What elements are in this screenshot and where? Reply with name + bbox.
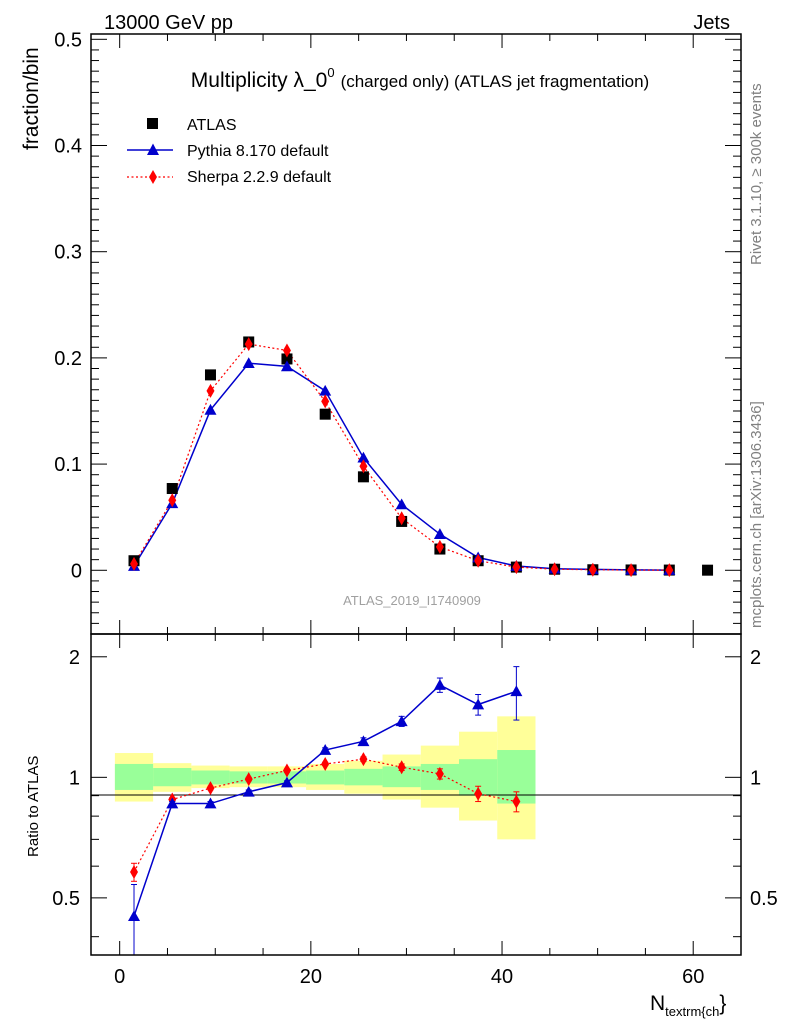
sherpa-point (397, 511, 406, 526)
legend-marker-pythia (147, 143, 159, 155)
ratio-y-tick-label: 0.5 (52, 888, 80, 910)
chart-title: Multiplicity λ_00 (charged only) (ATLAS j… (191, 65, 649, 92)
pythia-ratio-point (204, 797, 217, 809)
sherpa-point (474, 553, 483, 568)
sherpa-ratio-point (435, 766, 444, 781)
ratio-y-axis-label: Ratio to ATLAS (25, 756, 42, 857)
sherpa-ratio-point (512, 794, 521, 809)
pythia-ratio-point (395, 715, 408, 727)
ratio-panel: 0 20 40 60 0.5 0.5 1 1 2 2 Ratio to ATLAS Ntextrm… (25, 633, 778, 1019)
sherpa-ratio-point (397, 760, 406, 775)
pythia-point (204, 403, 217, 415)
ratio-y-tick-label: 1 (69, 767, 80, 789)
pythia-point (319, 384, 332, 396)
analysis-watermark: ATLAS_2019_I1740909 (343, 593, 481, 608)
ratio-y-tick-label-right: 1 (750, 767, 761, 789)
sherpa-point (168, 493, 177, 508)
pythia-ratio-point (166, 797, 179, 809)
sherpa-point (627, 563, 636, 578)
pythia-point (280, 360, 293, 372)
ratio-axis-ticks: 0 20 40 60 0.5 0.5 1 1 2 2 (52, 634, 778, 988)
x-tick-label: 40 (491, 966, 513, 988)
sherpa-point (282, 343, 291, 358)
sherpa-ratio-point (206, 781, 215, 796)
y-axis-label: fraction/bin (20, 47, 43, 150)
ratio-stat-band (344, 768, 383, 786)
main-y-tick-label: 0.3 (54, 242, 82, 264)
sherpa-ratio-point (474, 786, 483, 801)
pythia-ratio-point (357, 735, 370, 747)
legend-marker-sherpa (149, 170, 157, 184)
ratio-series (128, 666, 523, 956)
pythia-ratio-point (128, 910, 141, 921)
pythia-ratio-point (319, 744, 332, 755)
atlas-point (204, 369, 216, 381)
pythia-point (357, 451, 370, 463)
pythia-ratio-point (433, 679, 446, 690)
pythia-point (395, 498, 408, 510)
sherpa-point (435, 539, 444, 554)
pythia-ratio-point (242, 785, 255, 797)
main-y-tick-label: 0 (71, 560, 82, 582)
atlas-point (166, 483, 178, 495)
legend-marker-atlas (147, 118, 158, 129)
sherpa-point (512, 560, 521, 575)
ratio-y-tick-label-right: 2 (750, 647, 761, 669)
ratio-uncertainty-bands (114, 716, 536, 840)
ratio-stat-band (382, 766, 421, 788)
sherpa-point (130, 556, 139, 571)
ratio-y-tick-label: 2 (69, 647, 80, 669)
main-y-tick-label: 0.1 (54, 454, 82, 476)
legend: ATLAS Pythia 8.170 default Sherpa 2.2.9 … (127, 117, 332, 186)
sherpa-ratio-point (359, 752, 368, 767)
atlas-point (281, 353, 293, 365)
pythia-line (133, 362, 670, 571)
sherpa-point (665, 563, 674, 578)
sherpa-point (359, 459, 368, 474)
main-axis-ticks: 0 0.1 0.2 0.3 0.4 0.5 (54, 29, 741, 634)
main-panel: 0 0.1 0.2 0.3 0.4 0.5 ATLAS_2019_I1740909 Mul… (20, 29, 742, 635)
ratio-y-tick-label-right: 0.5 (750, 888, 778, 910)
main-y-tick-label: 0.4 (54, 136, 82, 158)
pythia-point (242, 357, 255, 369)
main-y-tick-label: 0.2 (54, 348, 82, 370)
ratio-frame (90, 633, 742, 956)
x-tick-label: 60 (682, 966, 704, 988)
sherpa-ratio-point (244, 772, 253, 787)
atlas-point (319, 408, 331, 420)
atlas-point (702, 564, 714, 576)
header-right-label: Jets (693, 12, 730, 34)
pythia-ratio-point (510, 685, 523, 697)
ratio-stat-band (306, 770, 345, 785)
rivet-version-label: Rivet 3.1.10, ≥ 300k events (748, 83, 765, 265)
ratio-stat-band (114, 763, 154, 790)
sherpa-ratio-point (130, 865, 139, 880)
x-axis-label: Ntextrm{ch} (650, 992, 726, 1019)
ratio-stat-band (191, 770, 230, 785)
header-left-label: 13000 GeV pp (104, 12, 233, 34)
sherpa-point (206, 383, 215, 398)
legend-label-atlas: ATLAS (187, 117, 237, 134)
sherpa-point (244, 337, 253, 352)
ratio-stat-band (153, 768, 192, 787)
pythia-ratio-point (472, 698, 485, 710)
mcplots-label: mcplots.cern.ch [arXiv:1306.3436] (748, 401, 765, 628)
legend-label-sherpa: Sherpa 2.2.9 default (187, 169, 332, 186)
sherpa-ratio-point (282, 763, 291, 778)
atlas-point (357, 471, 369, 483)
pythia-point (433, 528, 446, 539)
main-series (128, 336, 714, 578)
legend-label-pythia: Pythia 8.170 default (187, 143, 329, 160)
sherpa-point (550, 562, 559, 577)
sherpa-point (588, 562, 597, 577)
main-y-tick-label: 0.5 (54, 29, 82, 51)
sherpa-ratio-point (321, 756, 330, 771)
x-tick-label: 20 (300, 966, 322, 988)
pythia-ratio-point (280, 776, 293, 788)
x-tick-label: 0 (114, 966, 125, 988)
sherpa-point (321, 394, 330, 409)
